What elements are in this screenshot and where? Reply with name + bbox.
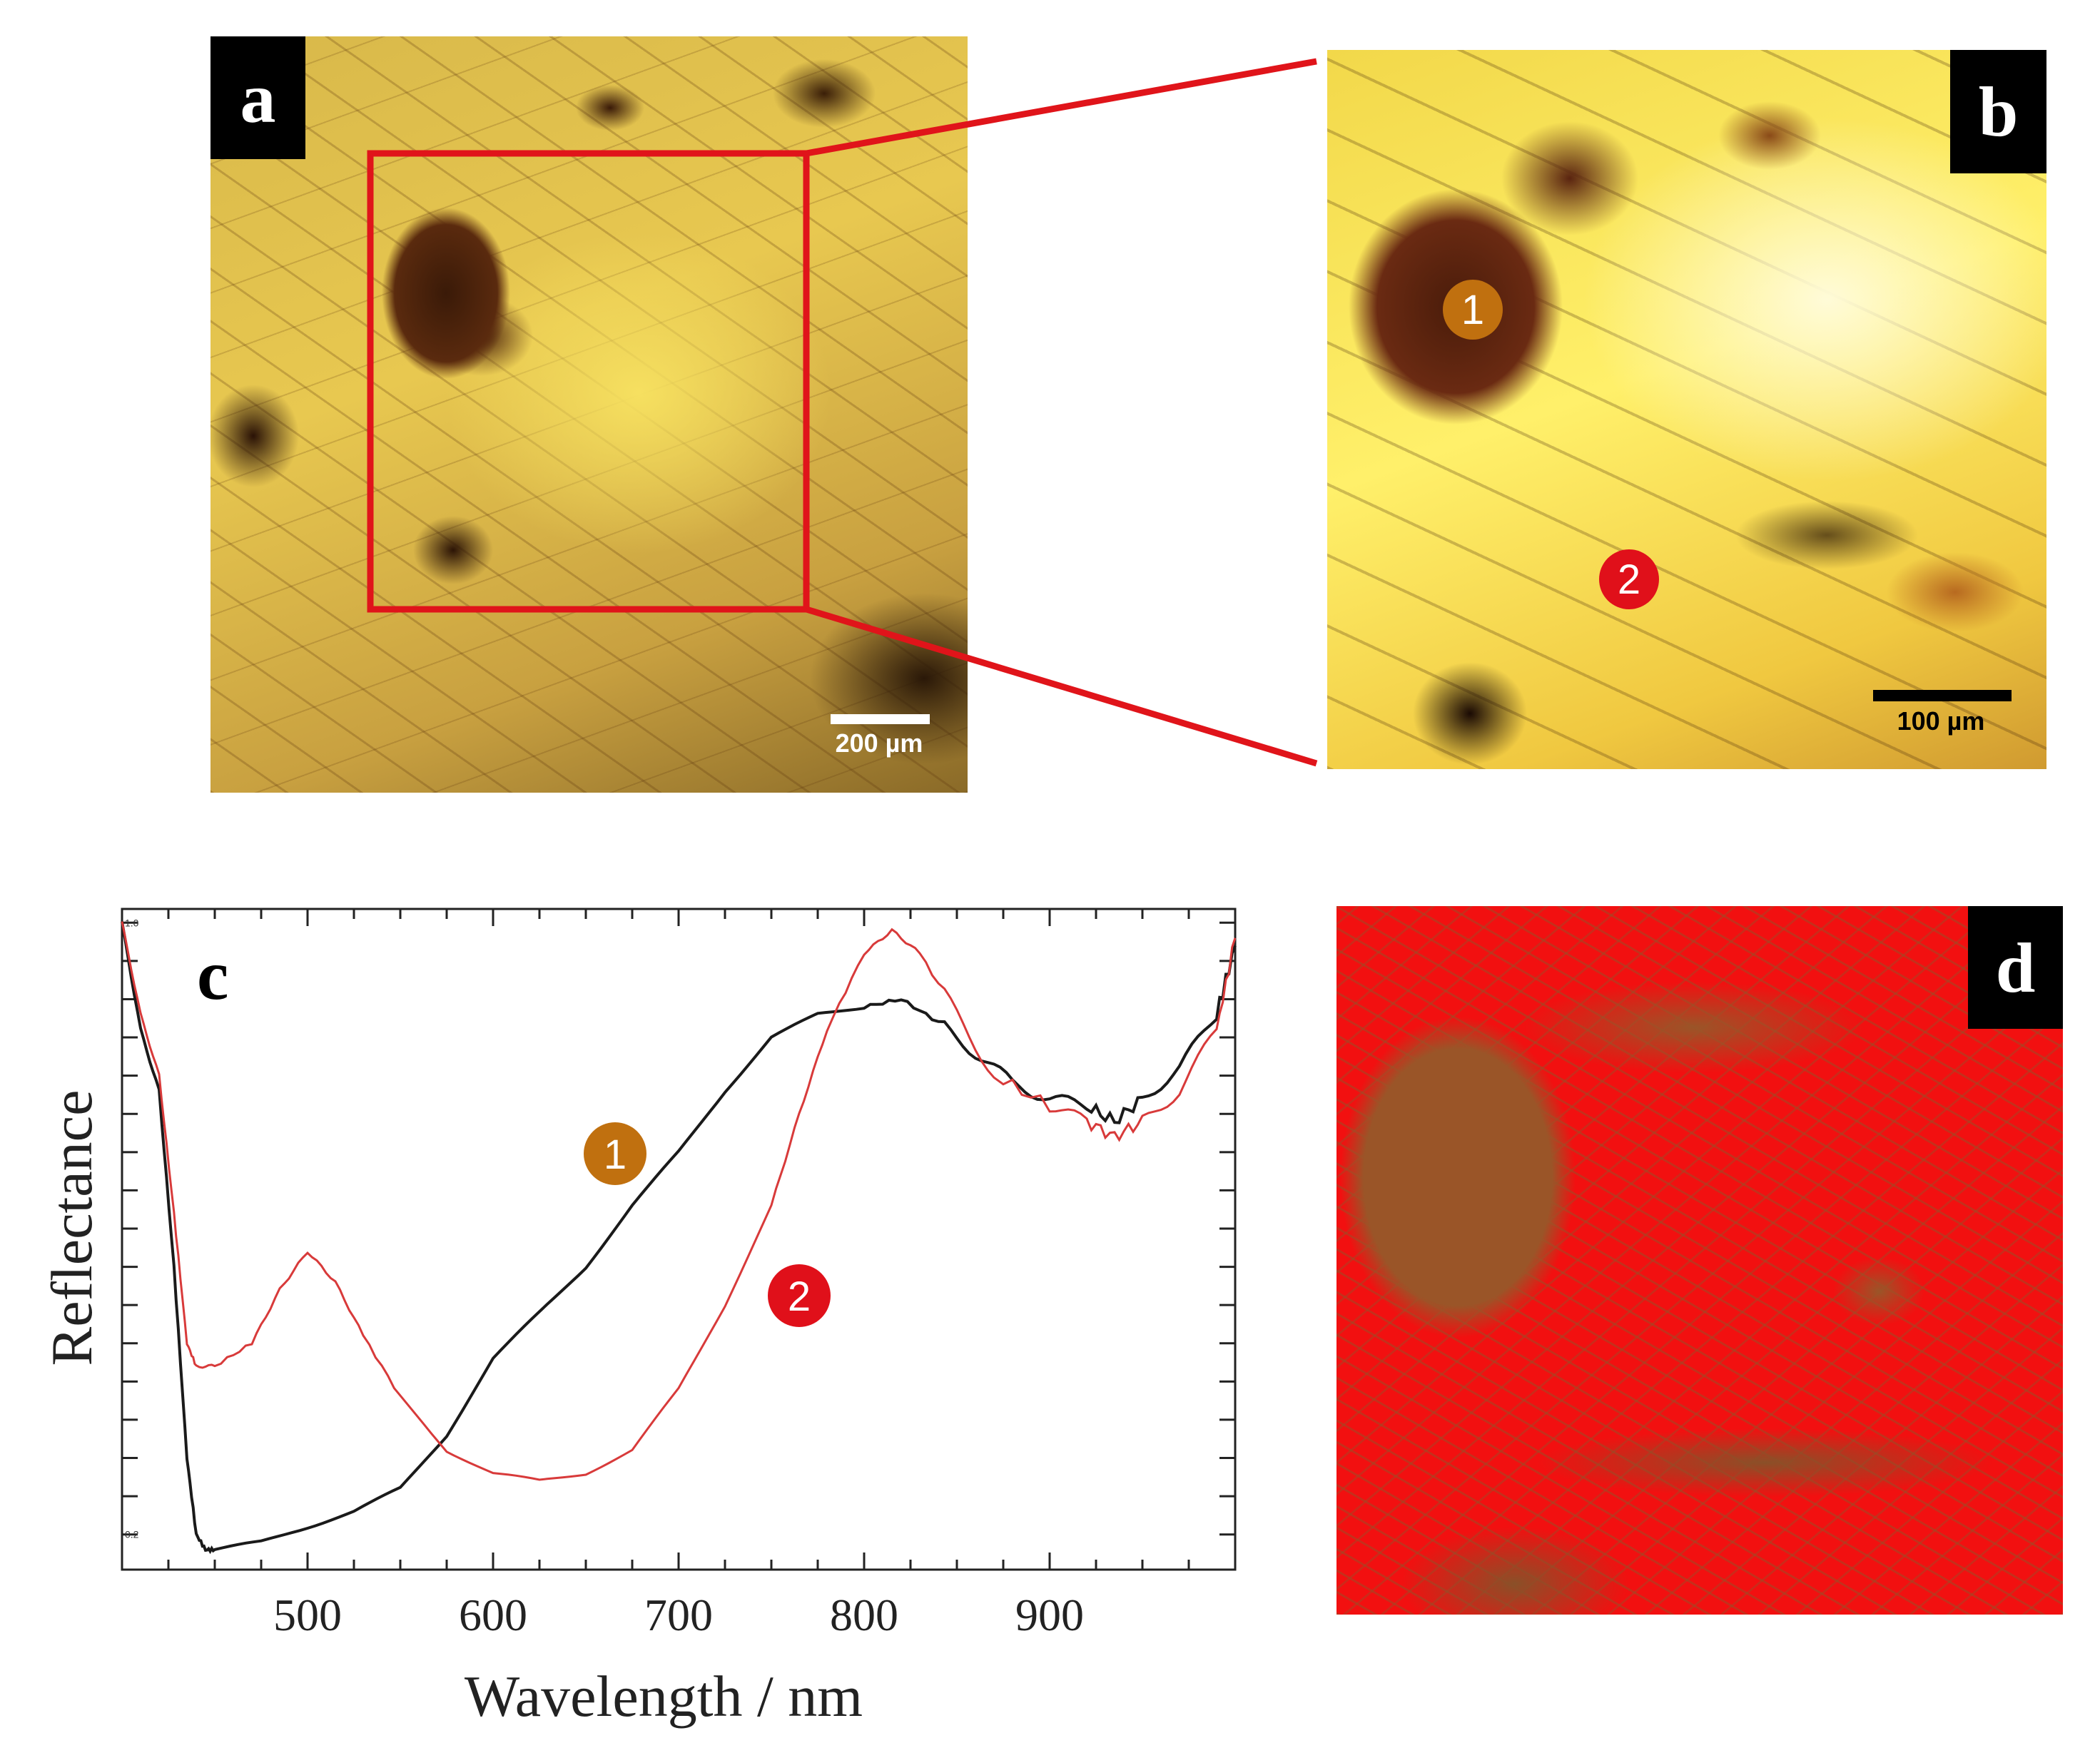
marker-2: 2 — [1599, 549, 1659, 609]
panel-label-a: a — [210, 36, 305, 159]
panel-label-b: b — [1950, 50, 2046, 173]
y-axis-title: Reflectance — [39, 1090, 104, 1366]
x-tick-label: 500 — [273, 1590, 342, 1640]
x-axis-title: Wavelength / nm — [465, 1664, 863, 1729]
annotation-marker-2 — [768, 1264, 831, 1327]
y-tick-label: 0.2 — [125, 1529, 139, 1540]
x-tick-label: 800 — [830, 1590, 898, 1640]
y-tick-label: 1.0 — [125, 917, 139, 928]
scale-text-b: 100 µm — [1897, 706, 1985, 736]
series-1-line — [121, 921, 1237, 1555]
x-tick-label: 700 — [644, 1590, 713, 1640]
classification-map-panel-d: d — [1336, 906, 2063, 1615]
x-tick-label: 600 — [459, 1590, 527, 1640]
micrograph-panel-b: b 1 2 100 µm — [1327, 50, 2046, 769]
x-tick-label: 900 — [1015, 1590, 1084, 1640]
annotation-label-2: 2 — [788, 1274, 811, 1320]
series-2-line — [121, 921, 1237, 1481]
panel-label-c: c — [197, 935, 228, 1015]
scale-bar-b — [1873, 690, 2012, 701]
annotation-label-1: 1 — [604, 1132, 627, 1178]
annotation-marker-1 — [584, 1122, 646, 1185]
marker-1: 1 — [1443, 280, 1503, 340]
panel-label-d: d — [1968, 906, 2063, 1029]
plot-frame — [121, 908, 1237, 1571]
